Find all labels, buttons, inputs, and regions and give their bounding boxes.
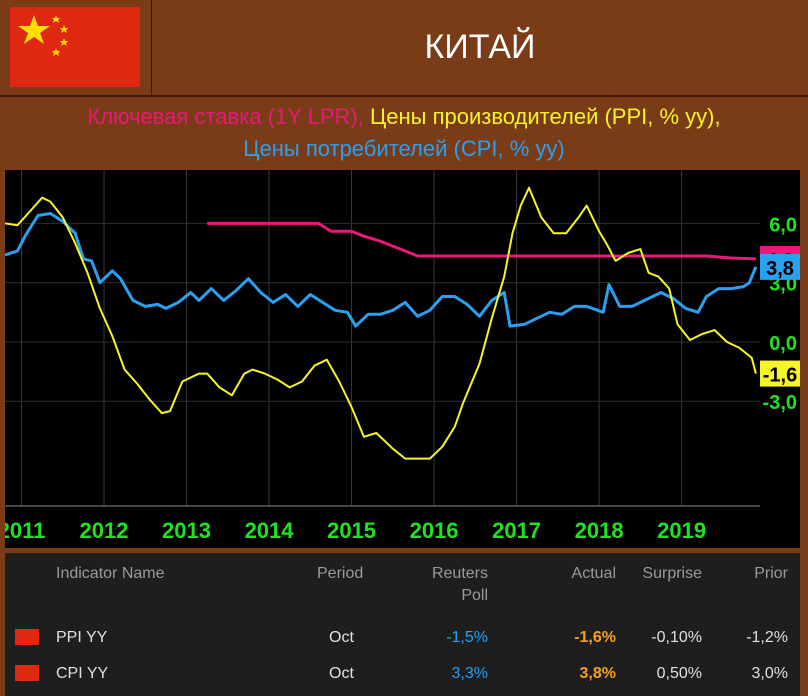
china-flag-icon	[10, 7, 140, 87]
series-line-ppi	[4, 186, 757, 460]
x-tick-label-2018: 2018	[575, 518, 624, 543]
row-period: Oct	[329, 665, 354, 682]
last-value-label-ppi: -1,6	[763, 365, 797, 387]
x-tick-label-2016: 2016	[410, 518, 459, 543]
subtitle-ppi: Цены производителей (PPI, % yy),	[370, 104, 721, 129]
row-prior: 3,0%	[751, 665, 788, 682]
header-prior: Prior	[754, 565, 788, 582]
last-value-badge-cpi	[760, 253, 800, 280]
china-flag-icon	[15, 665, 39, 681]
chart-area: 2011 2012 2013 2014 2015 2016 2017 2018 2019 6,0 3…	[0, 170, 800, 548]
x-tick-label-2011: 2011	[5, 518, 45, 543]
x-tick-label-2014: 2014	[245, 518, 295, 543]
subtitle-lpr: Ключевая ставка (1Y LPR),	[87, 104, 364, 129]
line-chart: 2011 2012 2013 2014 2015 2016 2017 2018 2019 6,0 3…	[0, 170, 800, 543]
row-actual: 3,8%	[579, 665, 616, 682]
row-poll: 3,3%	[451, 665, 488, 682]
row-indicator-name: PPI YY	[56, 629, 108, 646]
last-value-badge-ppi	[760, 360, 800, 387]
indicator-table: Indicator Name Period Reuters Poll Actua…	[5, 553, 800, 696]
header: КИТАЙ	[0, 0, 808, 95]
last-value-label-cpi: 3,8	[766, 258, 794, 280]
header-indicator-name: Indicator Name	[56, 565, 165, 582]
row-surprise: -0,10%	[651, 629, 702, 646]
header-poll-line2: Poll	[461, 587, 488, 604]
x-tick-label-2015: 2015	[327, 518, 376, 543]
header-period: Period	[317, 565, 364, 582]
series-line-cpi	[4, 212, 758, 328]
header-divider	[151, 0, 152, 95]
y-tick-label--3,0: -3,0	[763, 392, 797, 414]
page-title: КИТАЙ	[424, 28, 536, 66]
x-tick-label-2019: 2019	[657, 518, 706, 543]
row-period: Oct	[329, 629, 354, 646]
chart-subtitle: Ключевая ставка (1Y LPR), Цены производи…	[0, 95, 808, 168]
subtitle-cpi: Цены потребителей (CPI, % yy)	[243, 136, 565, 161]
row-poll: -1,5%	[446, 629, 488, 646]
table-row-ppi[interactable]: PPI YY Oct -1,5% -1,6% -0,10% -1,2%	[5, 619, 800, 657]
table-row-cpi[interactable]: CPI YY Oct 3,3% 3,8% 0,50% 3,0%	[5, 655, 800, 693]
row-actual: -1,6%	[574, 629, 616, 646]
row-prior: -1,2%	[746, 629, 788, 646]
y-tick-label-0,0: 0,0	[769, 333, 797, 355]
series-line-lpr	[207, 221, 756, 261]
row-indicator-name: CPI YY	[56, 665, 109, 682]
header-actual: Actual	[571, 565, 616, 582]
row-surprise: 0,50%	[656, 665, 702, 682]
header-surprise: Surprise	[642, 565, 702, 582]
x-tick-label-2012: 2012	[80, 518, 129, 543]
y-tick-label-6,0: 6,0	[769, 214, 797, 236]
header-poll-line1: Reuters	[431, 565, 488, 582]
x-tick-label-2017: 2017	[492, 518, 541, 543]
header-reuters-poll: Reuters Poll	[432, 563, 488, 607]
x-tick-label-2013: 2013	[162, 518, 211, 543]
china-flag-icon	[15, 629, 39, 645]
